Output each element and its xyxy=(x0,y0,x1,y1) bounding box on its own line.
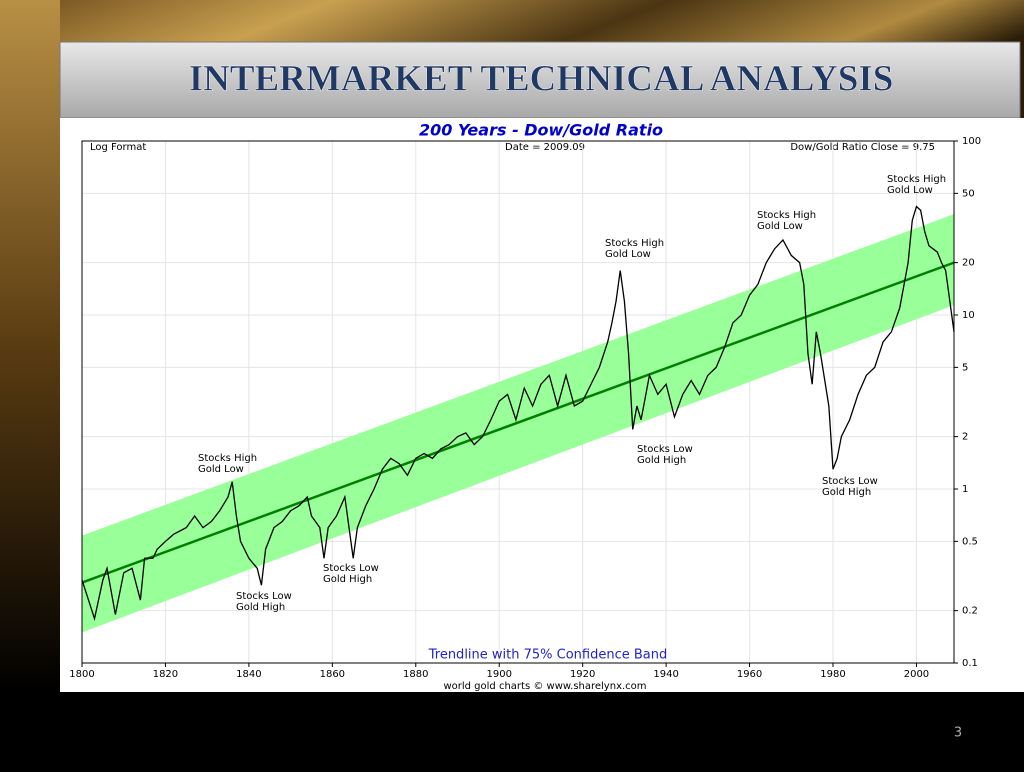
annotation: Stocks Low xyxy=(323,563,379,574)
annotation: Gold Low xyxy=(605,249,651,260)
y-tick-label: 0.1 xyxy=(962,658,978,669)
annotation: Stocks Low xyxy=(822,476,878,487)
annotation: Gold High xyxy=(637,455,686,466)
header-right: Dow/Gold Ratio Close = 9.75 xyxy=(790,142,935,153)
y-tick-label: 100 xyxy=(962,136,981,147)
background-image xyxy=(0,0,60,692)
y-tick-label: 2 xyxy=(962,432,968,443)
annotation: Stocks Low xyxy=(236,591,292,602)
trendline xyxy=(81,261,955,584)
chart: 200 Years - Dow/Gold Ratio Log Format Date… xyxy=(69,121,981,693)
ratio-line xyxy=(81,205,955,622)
y-tick-label: 0.5 xyxy=(962,536,978,547)
x-tick-label: 1940 xyxy=(653,669,678,680)
annotation: Stocks High xyxy=(605,238,664,249)
y-tick-label: 1 xyxy=(962,484,968,495)
plot-frame xyxy=(81,140,955,664)
annotation: Gold High xyxy=(323,574,372,585)
x-tick-label: 1880 xyxy=(403,669,428,680)
x-tick-label: 1980 xyxy=(820,669,845,680)
annotation: Gold Low xyxy=(757,221,803,232)
title-bar xyxy=(59,41,1021,119)
y-tick-label: 20 xyxy=(962,258,975,269)
annotation: Stocks High xyxy=(887,174,946,185)
source: world gold charts © www.sharelynx.com xyxy=(443,681,646,692)
annotation: Gold High xyxy=(822,487,871,498)
x-tick-label: 1820 xyxy=(153,669,178,680)
x-tick-label: 1800 xyxy=(69,669,94,680)
annotation: Gold Low xyxy=(198,464,244,475)
x-tick-label: 1960 xyxy=(737,669,762,680)
y-tick-label: 10 xyxy=(962,310,975,321)
x-tick-label: 1840 xyxy=(236,669,261,680)
chart-subtitle: Trendline with 75% Confidence Band xyxy=(428,648,668,663)
annotation: Stocks Low xyxy=(637,444,693,455)
y-tick-label: 5 xyxy=(962,362,968,373)
annotation: Stocks High xyxy=(757,210,816,221)
header-center: Date = 2009.09 xyxy=(505,142,585,153)
y-tick-label: 50 xyxy=(962,188,975,199)
page-number: 3 xyxy=(954,726,962,741)
x-tick-label: 2000 xyxy=(904,669,929,680)
x-tick-label: 1860 xyxy=(320,669,345,680)
y-tick-label: 0.2 xyxy=(962,606,978,617)
annotation: Gold High xyxy=(236,602,285,613)
slide-title: INTERMARKET TECHNICAL ANALYSIS xyxy=(189,58,894,99)
header-left: Log Format xyxy=(90,142,146,153)
annotation: Gold Low xyxy=(887,185,933,196)
x-tick-label: 1900 xyxy=(486,669,511,680)
annotation: Stocks High xyxy=(198,453,257,464)
x-tick-label: 1920 xyxy=(570,669,595,680)
chart-title: 200 Years - Dow/Gold Ratio xyxy=(419,121,663,140)
